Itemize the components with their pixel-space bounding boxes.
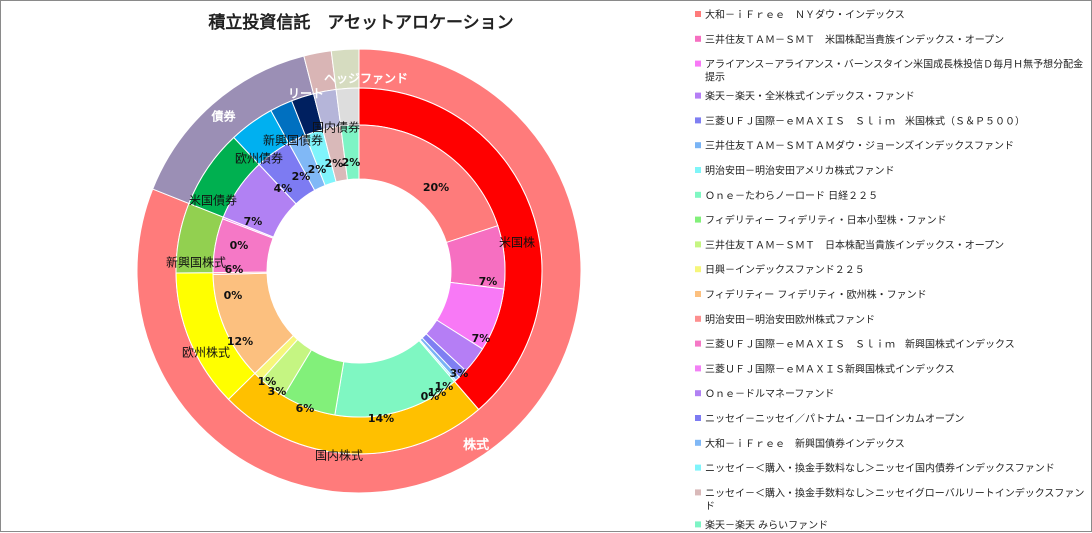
legend-label-20: 楽天－楽天 みらいファンド <box>705 518 828 531</box>
legend-swatch-15 <box>695 390 701 397</box>
inner-label-7: 14% <box>368 412 394 425</box>
legend-label-19: ニッセイ－＜購入・換金手数料なし＞ニッセイグローバルリートインデックスファン <box>705 486 1084 499</box>
legend-swatch-7 <box>695 191 701 198</box>
inner-slice-20 <box>340 124 360 181</box>
legend-label-1: 三井住友ＴＡＭ－ＳＭＴ 米国株配当貴族インデックス・オープン <box>705 33 1004 46</box>
legend-swatch-12 <box>695 315 701 322</box>
inner-label-20: 2% <box>342 156 361 169</box>
inner-label-16: 4% <box>274 182 293 195</box>
legend-label-2-cont: 提示 <box>705 72 725 84</box>
middle-label-3: 新興国株式 <box>166 255 226 270</box>
legend-swatch-14 <box>695 365 701 372</box>
outer-label-1: 債券 <box>211 109 237 124</box>
middle-label-0: 米国株 <box>499 235 535 250</box>
inner-label-0: 20% <box>423 181 449 194</box>
legend-swatch-2 <box>695 60 701 67</box>
legend-swatch-8 <box>695 216 701 223</box>
legend-swatch-0 <box>695 11 701 17</box>
legend-label-16: ニッセイ－ニッセイ／パトナム・ユーロインカムオープン <box>705 413 964 425</box>
inner-label-12: 0% <box>224 289 243 302</box>
legend-swatch-1 <box>695 35 701 42</box>
inner-ring <box>212 124 506 418</box>
legend-label-6: 明治安田－明治安田アメリカ株式ファンド <box>705 164 895 177</box>
legend-swatch-5 <box>695 142 701 149</box>
legend-label-0: 大和－ｉＦｒｅｅ ＮＹダウ・インデックス <box>705 8 905 21</box>
legend-swatch-6 <box>695 167 701 173</box>
legend-label-14: 三菱ＵＦＪ国際－ｅＭＡＸＩＳ新興国株式インデックス <box>705 362 955 375</box>
legend-swatch-18 <box>695 464 701 471</box>
legend-swatch-19 <box>695 489 701 496</box>
legend-swatch-9 <box>695 241 701 248</box>
inner-label-15: 7% <box>244 215 263 228</box>
inner-label-11: 12% <box>227 335 253 348</box>
legend-label-3: 楽天－楽天・全米株式インデックス・ファンド <box>705 90 915 103</box>
middle-ring <box>175 87 543 455</box>
chart-title: 積立投資信託 アセットアロケーション <box>208 12 513 33</box>
legend-swatch-11 <box>695 291 701 297</box>
legend-label-7: Ｏｎｅ－たわらノーロード 日経２２５ <box>705 189 878 202</box>
middle-label-2: 欧州株式 <box>182 345 230 360</box>
legend-label-10: 日興－インデックスファンド２２５ <box>705 263 865 276</box>
legend-swatch-20 <box>695 521 701 528</box>
legend-label-5: 三井住友ＴＡＭ－ＳＭＴＡＭダウ・ジョーンズインデックスファンド <box>705 139 1014 152</box>
inner-label-4: 1% <box>435 380 454 393</box>
legend-label-2: アライアンス－アライアンス・バーンスタイン米国成長株投信Ｄ毎月Ｈ無予想分配金 <box>705 58 1083 71</box>
middle-label-5: 欧州債券 <box>235 151 283 166</box>
legend-label-19-cont: ド <box>705 501 715 512</box>
legend-label-8: フィデリティー フィデリティ・日本小型株・ファンド <box>705 214 947 227</box>
middle-label-1: 国内株式 <box>315 448 363 463</box>
legend-label-4: 三菱ＵＦＪ国際－ｅＭＡＸＩＳ Ｓｌｉｍ 米国株式（Ｓ＆Ｐ５００） <box>705 114 1025 127</box>
outer-label-2: リート <box>288 87 324 101</box>
legend-swatch-4 <box>695 117 701 124</box>
legend-label-9: 三井住友ＴＡＭ－ＳＭＴ 日本株配当貴族インデックス・オープン <box>705 238 1004 251</box>
middle-label-7: 国内債券 <box>312 120 360 135</box>
legend-label-13: 三菱ＵＦＪ国際－ｅＭＡＸＩＳ Ｓｌｉｍ 新興国株式インデックス <box>705 338 1015 351</box>
inner-label-5: 1% <box>428 386 447 399</box>
inner-label-9: 3% <box>268 385 287 398</box>
legend-label-11: フィデリティー フィデリティ・欧州株・ファンド <box>705 288 927 301</box>
inner-label-13: 6% <box>225 263 244 276</box>
inner-label-6: 0% <box>421 390 440 403</box>
inner-label-2: 7% <box>472 332 491 345</box>
inner-label-3: 3% <box>450 367 469 380</box>
legend-swatch-17 <box>695 439 701 446</box>
legend-label-12: 明治安田－明治安田欧州株式ファンド <box>705 313 875 326</box>
inner-label-18: 2% <box>308 163 327 176</box>
legend-label-17: 大和－ｉＦｒｅｅ 新興国債券インデックス <box>705 437 905 450</box>
inner-label-17: 2% <box>292 170 311 183</box>
middle-label-4: 米国債券 <box>189 193 237 208</box>
legend-swatch-10 <box>695 266 701 273</box>
inner-label-10: 1% <box>258 375 277 388</box>
outer-label-3: ヘッジファンド <box>324 72 408 86</box>
legend-swatch-16 <box>695 415 701 421</box>
legend-swatch-13 <box>695 340 701 347</box>
inner-label-14: 0% <box>230 239 249 252</box>
inner-label-19: 2% <box>325 157 344 170</box>
outer-label-0: 株式 <box>463 437 489 453</box>
legend-label-18: ニッセイ－＜購入・換金手数料なし＞ニッセイ国内債券インデックスファンド <box>705 462 1055 475</box>
inner-label-8: 6% <box>296 402 315 415</box>
legend-label-15: Ｏｎｅ－ドルマネーファンド <box>705 388 834 400</box>
inner-label-1: 7% <box>479 275 498 288</box>
middle-label-6: 新興国債券 <box>263 133 323 148</box>
legend-swatch-3 <box>695 92 701 99</box>
